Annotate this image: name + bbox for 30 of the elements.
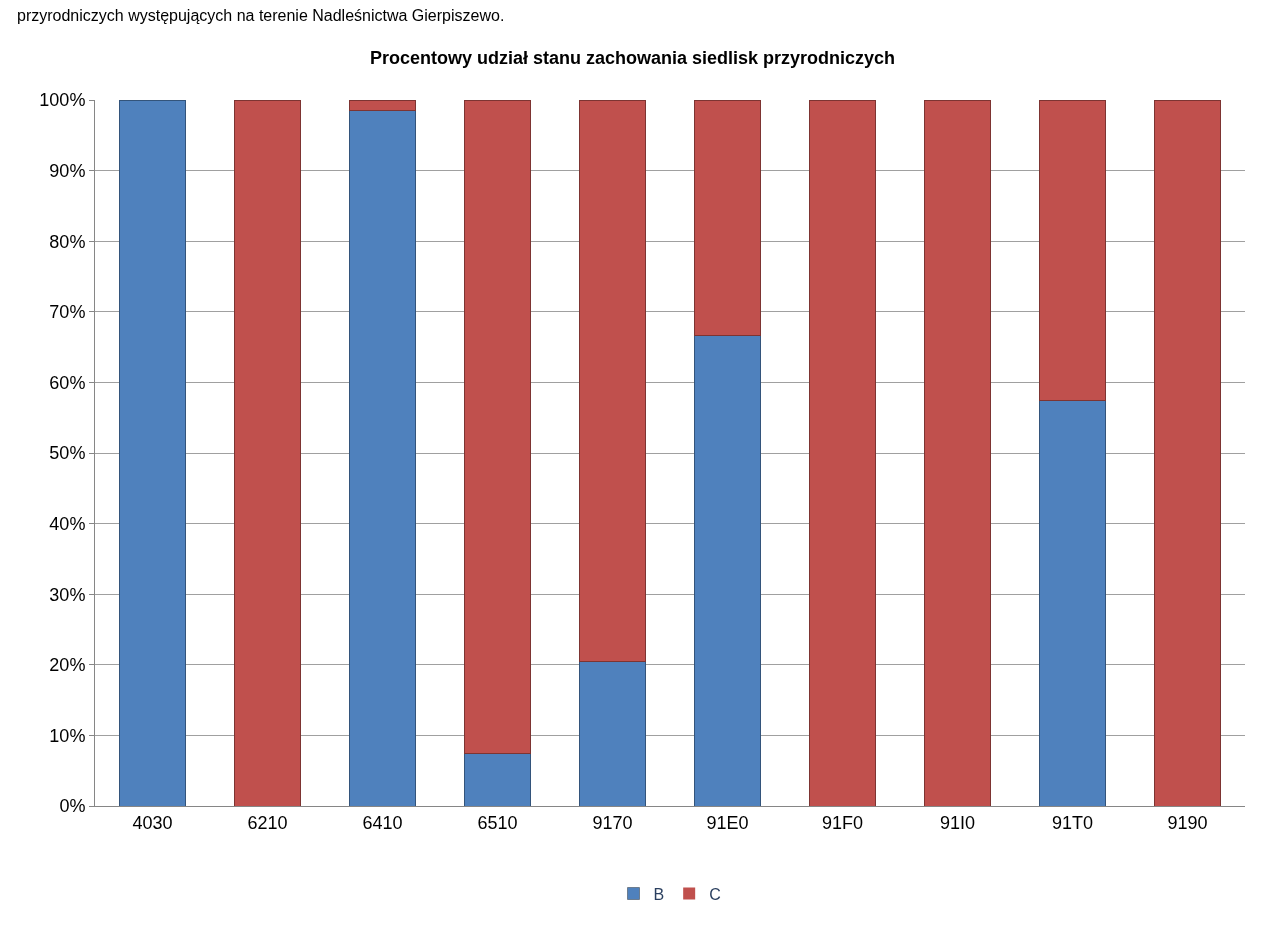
y-tick-label: 20% — [49, 655, 86, 676]
x-tick-label: 91T0 — [1051, 812, 1094, 833]
y-tick-label: 10% — [49, 725, 86, 746]
x-tick-label: 6210 — [247, 812, 288, 833]
x-tick-label: 6510 — [477, 812, 518, 833]
y-tick-label: 80% — [49, 231, 86, 252]
y-tick-label: 30% — [49, 584, 86, 605]
text: przyrodniczych występujących na terenie Nadleśnictwa Gierpiszewo. — [17, 7, 505, 24]
x-tick-label: 6410 — [362, 812, 403, 833]
y-tick-label: 90% — [49, 160, 86, 181]
y-tick-label: 0% — [59, 796, 86, 817]
bar — [233, 100, 302, 806]
legend-label: B — [653, 885, 665, 903]
x-tick-label: 91I0 — [939, 812, 976, 833]
bar — [1153, 100, 1222, 806]
y-tick-label: 70% — [49, 302, 86, 323]
x-tick-label: 4030 — [132, 812, 173, 833]
y-tick-label: 60% — [49, 372, 86, 393]
bar — [923, 100, 992, 806]
x-tick-label: 9170 — [592, 812, 633, 833]
y-tick-label: 100% — [39, 90, 86, 111]
bar — [808, 100, 877, 806]
x-tick-label: 9190 — [1167, 812, 1208, 833]
legend-label: C — [709, 885, 721, 903]
y-tick-label: 40% — [49, 513, 86, 534]
bar — [118, 100, 187, 806]
x-tick-label: 91E0 — [706, 812, 749, 833]
chart-title: Procentowy udział stanu zachowania siedlisk przyrodniczych — [369, 47, 896, 68]
x-tick-label: 91F0 — [821, 812, 864, 833]
y-tick-label: 50% — [49, 443, 86, 464]
